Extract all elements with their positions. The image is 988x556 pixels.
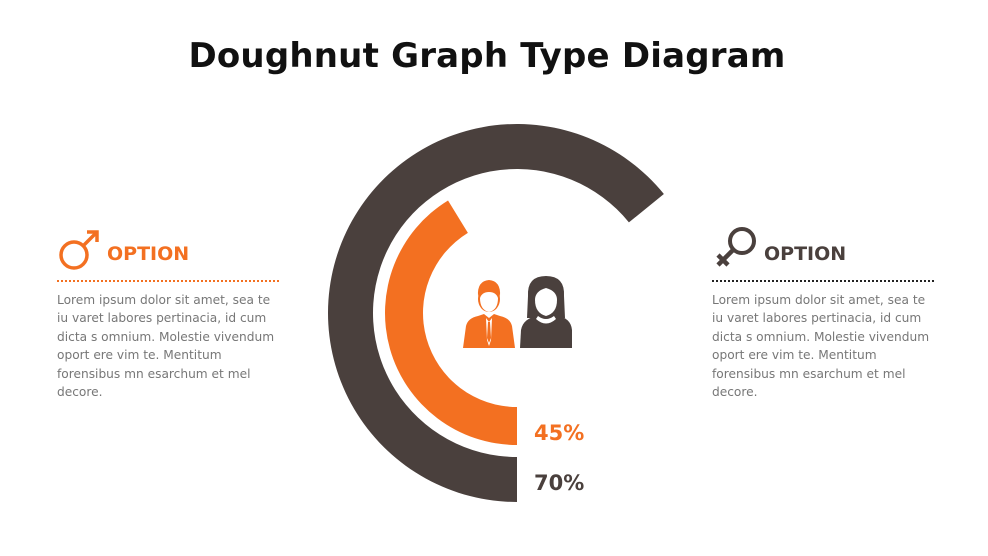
page-title: Doughnut Graph Type Diagram xyxy=(188,36,786,76)
male-option-description: Lorem ipsum dolor sit amet, sea te iu va… xyxy=(57,293,275,400)
arc-45-percent xyxy=(385,200,517,446)
divider xyxy=(57,280,279,282)
male-option-panel: OPTION Lorem ipsum dolor sit amet, sea t… xyxy=(57,228,279,401)
divider xyxy=(712,280,934,282)
woman-icon xyxy=(520,276,572,348)
male-symbol-icon xyxy=(59,230,99,270)
female-option-description: Lorem ipsum dolor sit amet, sea te iu va… xyxy=(712,293,930,400)
male-option-heading: OPTION xyxy=(107,243,190,265)
female-option-panel: OPTION Lorem ipsum dolor sit amet, sea t… xyxy=(712,227,934,401)
label-45-percent: 45% xyxy=(534,421,584,445)
label-70-percent: 70% xyxy=(534,471,584,495)
businessman-icon xyxy=(463,280,515,348)
arc-70-percent xyxy=(327,123,664,502)
female-option-heading: OPTION xyxy=(764,243,847,265)
female-symbol-icon xyxy=(716,227,756,267)
